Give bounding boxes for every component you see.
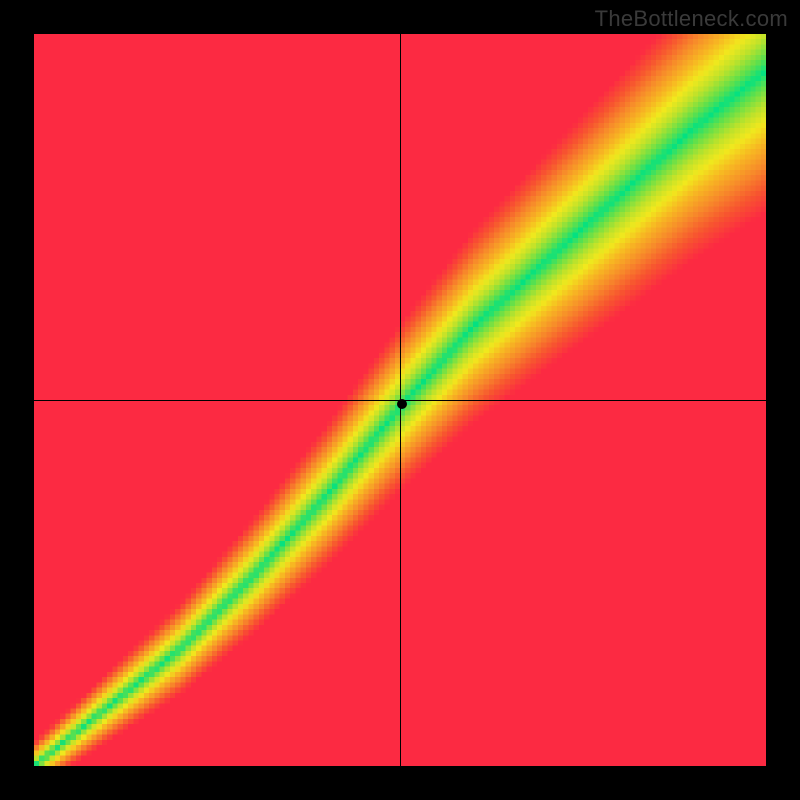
heatmap-plot	[34, 34, 766, 766]
watermark-text: TheBottleneck.com	[595, 6, 788, 32]
bottleneck-marker[interactable]	[397, 399, 407, 409]
